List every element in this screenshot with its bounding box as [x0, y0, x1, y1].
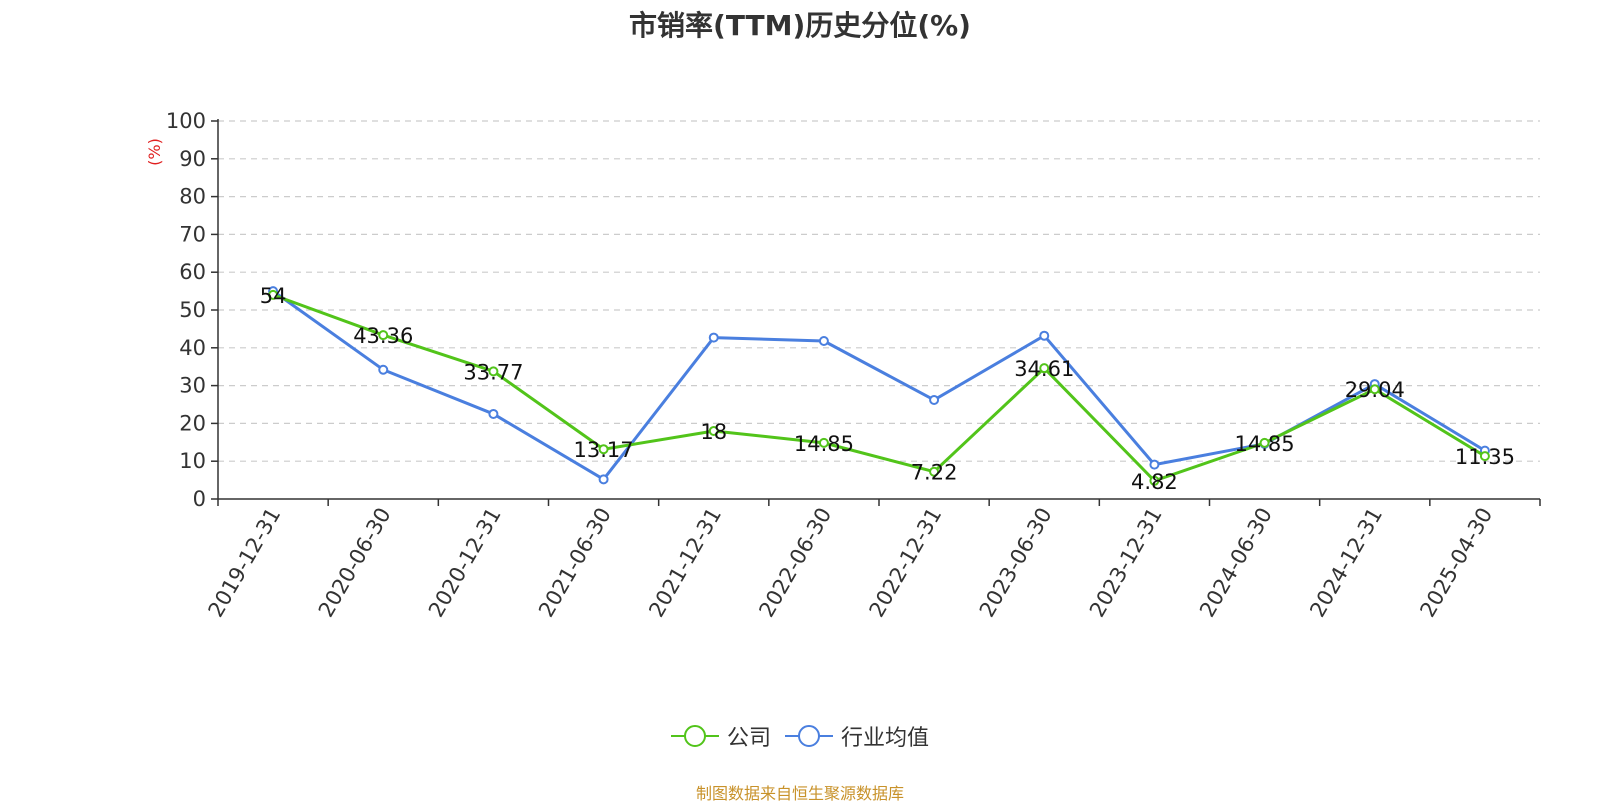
data-label-company: 7.22 — [911, 461, 958, 485]
x-tick-label: 2022-12-31 — [865, 503, 947, 621]
data-point-company[interactable] — [1149, 475, 1160, 486]
axes: 0 10 20 30 40 50 60 70 80 90 100 2019-12-31 2020-06-… — [166, 109, 1541, 622]
data-point-company[interactable] — [1479, 451, 1490, 462]
series — [268, 286, 1490, 486]
y-tick-label: 60 — [179, 260, 206, 284]
x-tick-label: 2019-12-31 — [204, 504, 286, 622]
y-tick-label: 50 — [179, 298, 206, 322]
data-point-industry-average[interactable] — [929, 394, 940, 405]
grid-lines — [218, 120, 1540, 462]
y-tick-label: 0 — [193, 487, 206, 511]
source-note: 制图数据来自恒生聚源数据库 — [695, 784, 904, 803]
x-tick-label: 2024-12-31 — [1305, 504, 1387, 622]
legend-label-company: 公司 — [726, 726, 771, 751]
legend-label-industry-average: 行业均值 — [841, 726, 930, 751]
x-tick-label: 2025-04-30 — [1415, 504, 1497, 622]
x-tick-label: 2021-06-30 — [534, 504, 616, 622]
data-point-company[interactable] — [818, 437, 829, 448]
legend-line-circle-icon — [785, 725, 833, 747]
x-tick-label: 2023-12-31 — [1085, 504, 1167, 622]
data-label-company: 54 — [260, 284, 287, 308]
y-tick-label: 70 — [179, 222, 206, 246]
y-tick-label: 20 — [179, 411, 206, 435]
x-tick-label: 2020-06-30 — [314, 504, 396, 622]
data-point-company[interactable] — [378, 330, 389, 341]
data-point-company[interactable] — [708, 425, 719, 436]
y-tick-label: 100 — [166, 109, 206, 133]
data-point-industry-average[interactable] — [1149, 459, 1160, 470]
data-point-company[interactable] — [1039, 363, 1050, 374]
series-line-company — [272, 293, 1486, 483]
x-tick-label: 2022-06-30 — [754, 504, 836, 622]
x-tick-label: 2020-12-31 — [424, 503, 506, 621]
legend-item-company[interactable]: 公司 — [670, 720, 771, 752]
data-label-company: 4.82 — [1131, 470, 1178, 494]
data-point-industry-average[interactable] — [598, 474, 609, 485]
data-label-company: 43.36 — [353, 324, 413, 348]
data-point-company[interactable] — [1369, 384, 1380, 395]
y-tick-label: 10 — [179, 449, 206, 473]
y-axis-label: (%) — [145, 138, 164, 166]
data-point-industry-average[interactable] — [708, 332, 719, 343]
data-point-company[interactable] — [929, 466, 940, 477]
data-point-industry-average[interactable] — [1039, 330, 1050, 341]
data-point-company[interactable] — [598, 444, 609, 455]
data-point-company[interactable] — [1259, 437, 1270, 448]
data-label-company: 14.85 — [1235, 432, 1295, 456]
data-point-company[interactable] — [268, 289, 279, 300]
data-labels: 54 43.36 33.77 13.17 18 14.85 7.22 34.61 4.82 14.… — [260, 284, 1515, 494]
data-label-company: 29.04 — [1345, 378, 1405, 402]
data-point-industry-average[interactable] — [488, 408, 499, 419]
data-label-company: 14.85 — [794, 432, 854, 456]
y-tick-label: 80 — [179, 185, 206, 209]
y-tick-label: 90 — [179, 147, 206, 171]
legend-item-industry-average[interactable]: 行业均值 — [785, 720, 929, 752]
data-label-company: 33.77 — [463, 360, 523, 384]
x-tick-label: 2024-06-30 — [1195, 504, 1277, 622]
legend-line-circle-icon — [670, 725, 719, 747]
y-tick-label: 30 — [179, 374, 206, 398]
y-tick-label: 40 — [179, 336, 206, 360]
legend: 公司 行业均值 — [0, 720, 1600, 752]
x-tick-label: 2021-12-31 — [644, 504, 726, 622]
data-point-industry-average[interactable] — [818, 335, 829, 346]
chart-title: 市销率(TTM)历史分位(%) — [629, 9, 971, 42]
x-tick-label: 2023-06-30 — [975, 504, 1057, 622]
data-label-company: 13.17 — [574, 438, 634, 462]
data-label-company: 11.35 — [1455, 445, 1515, 469]
data-label-company: 18 — [700, 420, 727, 444]
data-point-industry-average[interactable] — [378, 364, 389, 375]
data-point-company[interactable] — [488, 366, 499, 377]
data-label-company: 34.61 — [1014, 357, 1074, 381]
